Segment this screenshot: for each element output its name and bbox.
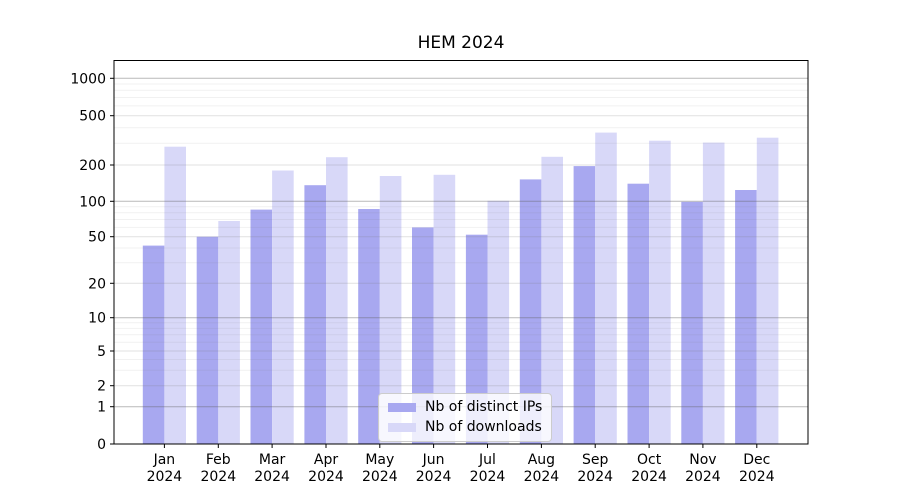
x-tick-label-month: Nov bbox=[689, 452, 716, 468]
bar-distinct-ips-may bbox=[358, 209, 380, 444]
y-tick-label: 50 bbox=[88, 230, 106, 246]
y-tick-label: 200 bbox=[79, 158, 106, 174]
legend-item-distinct-ips: Nb of distinct IPs bbox=[388, 399, 542, 416]
x-tick-label-month: Dec bbox=[743, 452, 770, 468]
bar-downloads-dec bbox=[756, 137, 779, 444]
bar-distinct-ips-feb bbox=[196, 236, 219, 444]
bar-distinct-ips-oct bbox=[627, 183, 650, 444]
y-tick-label: 1000 bbox=[70, 71, 106, 87]
bar-distinct-ips-jun bbox=[412, 227, 434, 444]
x-tick-label-month: Jul bbox=[478, 452, 496, 468]
x-tick-label-month: Sep bbox=[582, 452, 609, 468]
x-tick-label-month: Apr bbox=[314, 452, 338, 468]
bar-distinct-ips-apr bbox=[304, 185, 326, 444]
legend-label-downloads: Nb of downloads bbox=[425, 419, 542, 435]
x-tick-label-year: 2024 bbox=[147, 469, 183, 485]
y-tick-label: 0 bbox=[97, 437, 106, 453]
bar-downloads-jul bbox=[487, 200, 510, 444]
x-tick-label-year: 2024 bbox=[308, 469, 344, 485]
bar-distinct-ips-aug bbox=[519, 179, 542, 444]
y-tick-label: 5 bbox=[97, 344, 106, 360]
x-tick-label-year: 2024 bbox=[470, 469, 506, 485]
bar-distinct-ips-dec bbox=[735, 190, 757, 444]
x-tick-label-year: 2024 bbox=[362, 469, 398, 485]
bar-downloads-aug bbox=[541, 156, 563, 445]
y-tick-label: 500 bbox=[79, 109, 106, 125]
x-tick-label-year: 2024 bbox=[631, 469, 667, 485]
x-tick-label-year: 2024 bbox=[577, 469, 613, 485]
bar-downloads-mar bbox=[272, 170, 294, 444]
x-tick-label-year: 2024 bbox=[739, 469, 775, 485]
bar-distinct-ips-nov bbox=[681, 201, 703, 444]
y-tick-label: 20 bbox=[88, 276, 106, 292]
legend-item-downloads: Nb of downloads bbox=[388, 419, 542, 436]
bar-downloads-jun bbox=[433, 174, 456, 445]
x-tick-label-month: Jun bbox=[422, 452, 445, 468]
x-tick-label-year: 2024 bbox=[685, 469, 721, 485]
bar-downloads-oct bbox=[649, 140, 671, 444]
plot-border bbox=[113, 60, 809, 445]
x-tick-label-year: 2024 bbox=[200, 469, 236, 485]
x-tick-label-month: Jan bbox=[153, 452, 176, 468]
x-tick-label-month: May bbox=[365, 452, 394, 468]
x-tick-label-month: Mar bbox=[259, 452, 286, 468]
legend-swatch-distinct-ips bbox=[388, 403, 416, 412]
chart-title: HEM 2024 bbox=[417, 33, 505, 53]
y-tick-label: 2 bbox=[97, 379, 106, 395]
bar-downloads-jan bbox=[164, 146, 186, 444]
bar-distinct-ips-sep bbox=[573, 166, 596, 444]
y-tick-label: 10 bbox=[88, 311, 106, 327]
legend-label-distinct-ips: Nb of distinct IPs bbox=[425, 399, 543, 415]
legend: Nb of distinct IPs Nb of downloads bbox=[378, 393, 553, 442]
bar-downloads-sep bbox=[595, 132, 617, 444]
x-tick-label-year: 2024 bbox=[254, 469, 290, 485]
x-tick-label-month: Feb bbox=[206, 452, 231, 468]
bar-distinct-ips-jan bbox=[142, 245, 165, 444]
y-tick-label: 1 bbox=[97, 400, 106, 416]
legend-swatch-downloads bbox=[388, 423, 416, 432]
bar-downloads-apr bbox=[326, 157, 348, 444]
bar-downloads-may bbox=[379, 176, 402, 444]
y-tick-label: 100 bbox=[79, 194, 106, 210]
bar-downloads-feb bbox=[218, 221, 240, 444]
bar-distinct-ips-mar bbox=[250, 209, 273, 444]
x-tick-label-month: Aug bbox=[528, 452, 555, 468]
bar-distinct-ips-jul bbox=[465, 234, 488, 444]
bar-downloads-nov bbox=[702, 142, 725, 444]
x-tick-label-month: Oct bbox=[637, 452, 662, 468]
x-tick-label-year: 2024 bbox=[416, 469, 452, 485]
x-tick-label-year: 2024 bbox=[524, 469, 560, 485]
